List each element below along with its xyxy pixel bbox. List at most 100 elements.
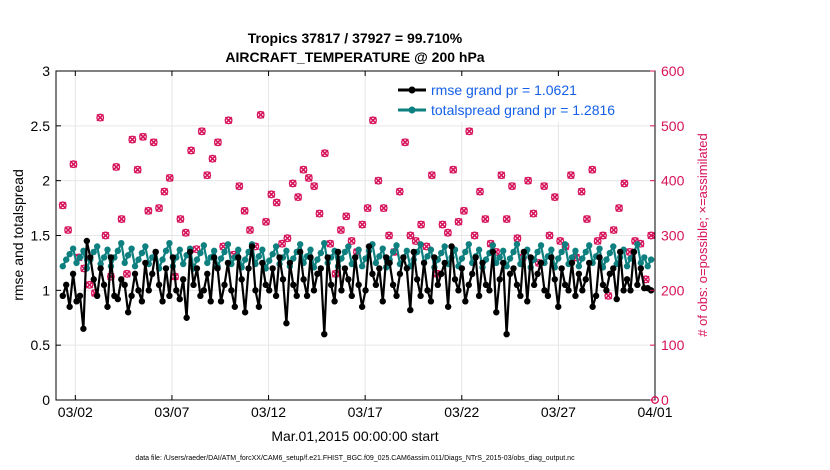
rmse-point bbox=[407, 306, 414, 314]
rmse-point bbox=[582, 276, 589, 283]
rmse-point bbox=[606, 270, 614, 278]
spread-point bbox=[489, 242, 497, 249]
obs-possible-marker bbox=[593, 237, 602, 245]
chart-title-line2: AIRCRAFT_TEMPERATURE @ 200 hPa bbox=[225, 49, 484, 65]
obs-possible-marker bbox=[401, 138, 410, 147]
spread-point bbox=[314, 256, 321, 263]
obs-assimilated-marker bbox=[620, 179, 629, 188]
obs-point bbox=[470, 231, 479, 240]
obs-point bbox=[385, 231, 393, 240]
obs-assimilated-marker bbox=[513, 234, 522, 243]
obs-assimilated-marker bbox=[246, 226, 254, 234]
rmse-point bbox=[462, 298, 469, 305]
obs-possible-marker bbox=[411, 237, 420, 245]
obs-assimilated-marker bbox=[64, 226, 72, 234]
rmse-series bbox=[59, 237, 655, 338]
obs-possible-marker bbox=[139, 132, 147, 141]
rmse-point bbox=[365, 243, 373, 250]
spread-point bbox=[561, 241, 569, 248]
rmse-point bbox=[496, 276, 503, 283]
obs-possible-marker bbox=[122, 269, 131, 278]
rmse-point bbox=[197, 292, 204, 300]
rmse-point bbox=[124, 309, 132, 316]
rmse-point bbox=[131, 270, 139, 278]
spread-point bbox=[596, 245, 603, 252]
rmse-point bbox=[66, 303, 73, 310]
obs-assimilated-marker bbox=[358, 220, 367, 229]
obs-possible-marker bbox=[69, 160, 78, 169]
rmse-point bbox=[259, 259, 266, 267]
obs-point bbox=[128, 135, 137, 144]
y-left-tick-label: 2.5 bbox=[31, 118, 51, 134]
legend-rmse-label: rmse grand pr = 1.0621 bbox=[431, 82, 577, 98]
obs-point bbox=[599, 231, 607, 240]
rmse-point bbox=[475, 292, 483, 300]
spread-point bbox=[166, 239, 173, 247]
obs-possible-marker bbox=[508, 182, 517, 191]
spread-point bbox=[69, 245, 77, 252]
rmse-point bbox=[427, 298, 435, 305]
x-tick-label: 03/22 bbox=[444, 404, 479, 420]
rmse-point bbox=[534, 270, 541, 278]
obs-possible-marker bbox=[149, 138, 158, 147]
obs-possible-marker bbox=[347, 237, 356, 245]
rmse-point bbox=[169, 254, 177, 261]
rmse-point bbox=[555, 303, 562, 310]
obs-point bbox=[197, 127, 206, 136]
rmse-point bbox=[210, 254, 218, 261]
obs-possible-marker bbox=[203, 171, 212, 180]
obs-assimilated-marker bbox=[224, 116, 233, 125]
obs-possible-marker bbox=[545, 231, 554, 240]
x-tick-label: 03/07 bbox=[154, 404, 189, 420]
y-axis-left-label: rmse and totalspread bbox=[10, 169, 26, 301]
spread-point bbox=[575, 263, 583, 270]
obs-point bbox=[550, 193, 559, 202]
obs-assimilated-marker bbox=[326, 239, 334, 248]
rmse-point bbox=[565, 287, 572, 294]
rmse-point bbox=[520, 248, 528, 256]
rmse-point bbox=[486, 287, 493, 294]
rmse-point bbox=[348, 292, 355, 300]
rmse-point bbox=[396, 270, 404, 278]
obs-point bbox=[476, 187, 484, 196]
y-left-tick-label: 2 bbox=[42, 173, 50, 189]
rmse-point bbox=[214, 265, 221, 272]
x-tick-label: 03/17 bbox=[348, 404, 383, 420]
spread-point bbox=[341, 248, 349, 256]
rmse-point bbox=[479, 259, 486, 267]
rmse-point bbox=[424, 287, 431, 294]
spread-point bbox=[210, 247, 218, 255]
obs-assimilated-marker bbox=[406, 231, 415, 240]
obs-assimilated-marker bbox=[609, 226, 618, 234]
obs-possible-marker bbox=[385, 231, 393, 240]
obs-point bbox=[310, 182, 319, 191]
spread-point bbox=[603, 256, 610, 263]
rmse-point bbox=[87, 254, 94, 261]
obs-assimilated-marker bbox=[69, 160, 78, 168]
rmse-point bbox=[544, 292, 552, 300]
legend-box bbox=[395, 76, 647, 122]
obs-point bbox=[176, 215, 185, 223]
x-tick-label: 03/12 bbox=[251, 404, 286, 420]
rmse-point bbox=[382, 254, 390, 261]
obs-assimilated-marker bbox=[470, 231, 479, 240]
spread-point bbox=[475, 246, 483, 253]
obs-point bbox=[69, 160, 78, 169]
obs-possible-marker bbox=[556, 237, 565, 245]
obs-possible-marker bbox=[422, 242, 431, 251]
obs-point bbox=[358, 220, 367, 229]
chart-title-line1: Tropics 37817 / 37927 = 99.710% bbox=[248, 30, 463, 46]
spread-point bbox=[555, 255, 562, 262]
obs-point bbox=[459, 206, 468, 215]
spread-point bbox=[76, 254, 84, 261]
spread-point bbox=[558, 248, 565, 256]
rmse-point bbox=[331, 298, 338, 305]
rmse-point bbox=[166, 292, 173, 300]
obs-assimilated-marker bbox=[182, 228, 190, 237]
rmse-point bbox=[623, 276, 631, 283]
rmse-point bbox=[173, 287, 180, 294]
obs-point bbox=[443, 228, 452, 237]
obs-possible-marker bbox=[112, 163, 121, 171]
rmse-point bbox=[627, 287, 634, 294]
spread-point bbox=[417, 241, 424, 248]
